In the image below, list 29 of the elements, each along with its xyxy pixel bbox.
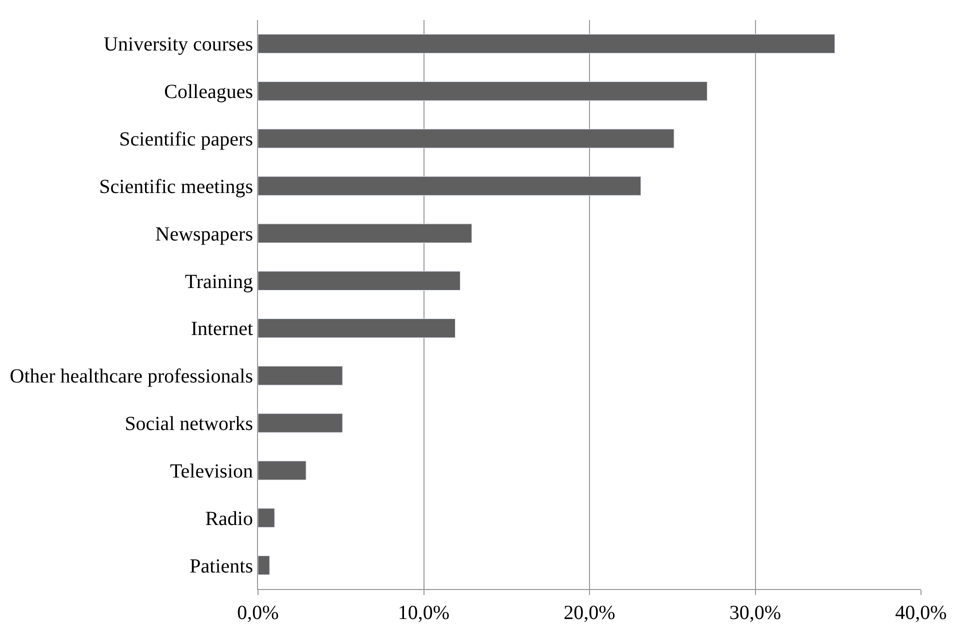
bar <box>258 366 343 386</box>
y-tick-label: Training <box>184 270 253 293</box>
bar <box>258 176 642 196</box>
y-tick-label: Radio <box>205 508 253 530</box>
bar <box>258 556 270 576</box>
x-tick-label: 30,0% <box>729 602 782 624</box>
bar <box>258 81 708 101</box>
bar <box>258 318 456 338</box>
y-tick-label: Scientific papers <box>119 128 254 151</box>
bar <box>258 413 343 433</box>
y-tick-label: University courses <box>104 34 254 56</box>
y-tick-label: Social networks <box>124 413 254 436</box>
bar <box>258 224 472 244</box>
bar <box>258 460 306 480</box>
y-tick-label: Television <box>170 460 253 482</box>
x-tick-label: 10,0% <box>398 602 450 624</box>
bar <box>258 128 674 148</box>
y-tick-label: Patients <box>190 555 254 578</box>
bar <box>258 34 836 54</box>
bar <box>258 271 460 291</box>
x-tick-label: 0,0% <box>237 602 279 624</box>
y-tick-label: Internet <box>190 318 254 340</box>
y-tick-label: Newspapers <box>155 223 254 246</box>
x-tick-label: 40,0% <box>895 602 947 624</box>
x-tick-label: 20,0% <box>564 602 616 624</box>
y-tick-label: Scientific meetings <box>99 176 254 198</box>
y-tick-label: Colleagues <box>164 81 254 104</box>
bar <box>258 508 275 528</box>
y-tick-label: Other healthcare professionals <box>10 366 254 388</box>
